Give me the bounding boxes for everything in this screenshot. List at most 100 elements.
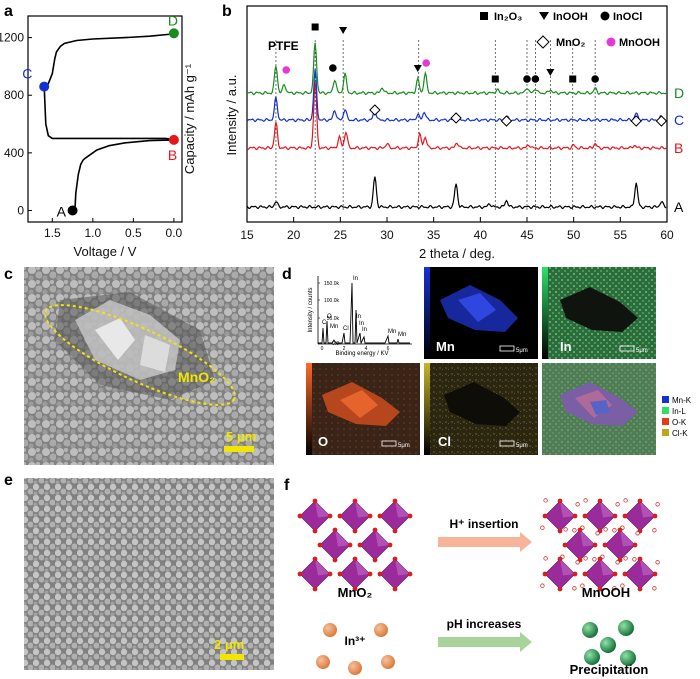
oxygen-atom <box>332 557 338 563</box>
octahedron-face <box>560 559 575 576</box>
chart-b-xtick-label: 30 <box>380 228 394 242</box>
scale-bar-in <box>619 345 635 352</box>
arrow-right-icon <box>438 632 532 652</box>
chart-b: 15 20 25 30 35 40 45 50 55 60 A BCD PTFE 2 theta /… <box>224 5 684 261</box>
ptfe-label: PTFE <box>268 39 299 53</box>
hydrogen-atom <box>595 531 600 536</box>
sem-image-c: MnO₂ 5 μm <box>24 267 274 465</box>
hydrogen-atom <box>615 560 620 565</box>
oxygen-atom <box>407 571 413 577</box>
oxygen-atom <box>577 527 583 533</box>
eds-map-in: In 5μm <box>542 267 656 359</box>
hydrogen-atom <box>540 583 545 588</box>
precipitate-ball <box>620 650 636 666</box>
oxygen-atom <box>407 513 413 519</box>
chart-a-ylabel: Capacity / mAh g⁻¹ <box>182 63 197 174</box>
chart-b-xtick-label: 45 <box>520 228 534 242</box>
legend-mno2: MnO₂ <box>556 37 585 49</box>
panel-label-a: a <box>4 3 13 20</box>
inooh-marker-icon <box>339 27 348 34</box>
oxygen-atom <box>352 586 358 592</box>
chart-a-xtick-label: 1.0 <box>84 226 101 240</box>
mno2-marker-icon <box>630 115 642 127</box>
octahedron-face <box>600 559 615 576</box>
legend-square-icon <box>480 12 488 20</box>
chart-b-reference-lines <box>275 40 596 210</box>
mnooh-marker-icon <box>422 59 431 67</box>
chart-b-series <box>246 42 667 210</box>
oxygen-atom <box>332 527 338 533</box>
oxygen-atom <box>622 513 628 519</box>
oxygen-atom <box>312 498 318 504</box>
scale-bar-c <box>224 446 254 452</box>
oxygen-atom <box>652 571 658 577</box>
octahedron-face <box>620 530 635 547</box>
chart-b-markers <box>282 23 668 127</box>
oxygen-atom <box>352 528 358 534</box>
oxygen-atom <box>392 528 398 534</box>
precipitate-ball <box>618 620 634 636</box>
panel-label-b: b <box>222 3 232 20</box>
eds-map-overlay <box>542 363 656 455</box>
chart-b-series-label-B: B <box>674 140 683 156</box>
hydrogen-atom <box>563 527 568 532</box>
mnooh-structure <box>540 498 660 592</box>
eds-legend-label: O-K <box>672 418 687 427</box>
chart-a: 1.5 1.0 0.5 0.0 0 400 800 1200 A B C D Voltage / … <box>0 12 197 259</box>
panel-label-c: c <box>4 266 13 283</box>
precipitate-ball <box>600 637 616 653</box>
hydrogen-atom <box>655 560 660 565</box>
hydrogen-atom <box>623 498 628 503</box>
chart-a-point-label-B: B <box>168 147 177 163</box>
hydrogen-atom <box>540 525 545 530</box>
eds-xtick-label: 6 <box>387 346 390 352</box>
oxygen-atom <box>602 542 608 548</box>
chart-a-xlabel: Voltage / V <box>74 244 137 259</box>
mno2-label: MnO₂ <box>338 585 373 600</box>
oxygen-atom <box>622 571 628 577</box>
oxygen-atom <box>312 586 318 592</box>
eds-map-in-label: In <box>560 339 572 354</box>
hydrogen-atom <box>615 502 620 507</box>
chart-b-series-B <box>246 82 667 151</box>
inocl-marker-icon <box>329 64 337 72</box>
oxygen-atom <box>392 556 398 562</box>
oxygen-atom <box>542 513 548 519</box>
eds-xtick-label: 0 <box>321 346 324 352</box>
oxygen-atom <box>337 571 343 577</box>
inooh-marker-icon <box>413 65 422 72</box>
chart-b-legend: In₂O₃ InOOH InOCl MnO₂ MnOOH <box>480 11 660 49</box>
oxygen-atom <box>572 513 578 519</box>
hydrogen-atom <box>583 498 588 503</box>
chart-b-xtick-label: 20 <box>287 228 301 242</box>
chart-b-xtick-label: 60 <box>660 228 674 242</box>
hydrogen-atom <box>655 502 660 507</box>
chart-a-point-B <box>168 134 179 145</box>
chart-b-xlabel: 2 theta / deg. <box>419 246 495 261</box>
chart-b-series-label-D: D <box>674 85 684 101</box>
ph-increases-label: pH increases <box>447 617 522 631</box>
eds-map-o-label: O <box>318 434 328 449</box>
scale-bar-cl <box>499 440 515 447</box>
scale-bar-mn-label: 5μm <box>516 348 528 354</box>
precipitate-balls <box>582 620 636 666</box>
eds-peak-label: Mn <box>388 329 396 335</box>
mno2-marker-icon <box>655 115 668 127</box>
chart-a-xticks: 1.5 1.0 0.5 0.0 <box>44 218 183 240</box>
chart-a-ytick-label: 0 <box>17 203 24 217</box>
hydrogen-atom <box>572 586 577 591</box>
mno2-outline <box>44 304 236 406</box>
octahedron-face <box>355 501 370 518</box>
octahedron-face <box>335 530 350 547</box>
eds-xlabel: Binding energy / KV <box>335 351 388 357</box>
oxygen-atom <box>572 571 578 577</box>
scale-bar-o-label: 5μm <box>398 443 410 449</box>
chart-a-point-C <box>39 81 50 92</box>
eds-peak-label: C <box>322 320 327 326</box>
scale-bar-o <box>381 440 397 447</box>
eds-peak-label: Mn <box>398 332 406 338</box>
eds-legend-swatch <box>662 396 669 403</box>
